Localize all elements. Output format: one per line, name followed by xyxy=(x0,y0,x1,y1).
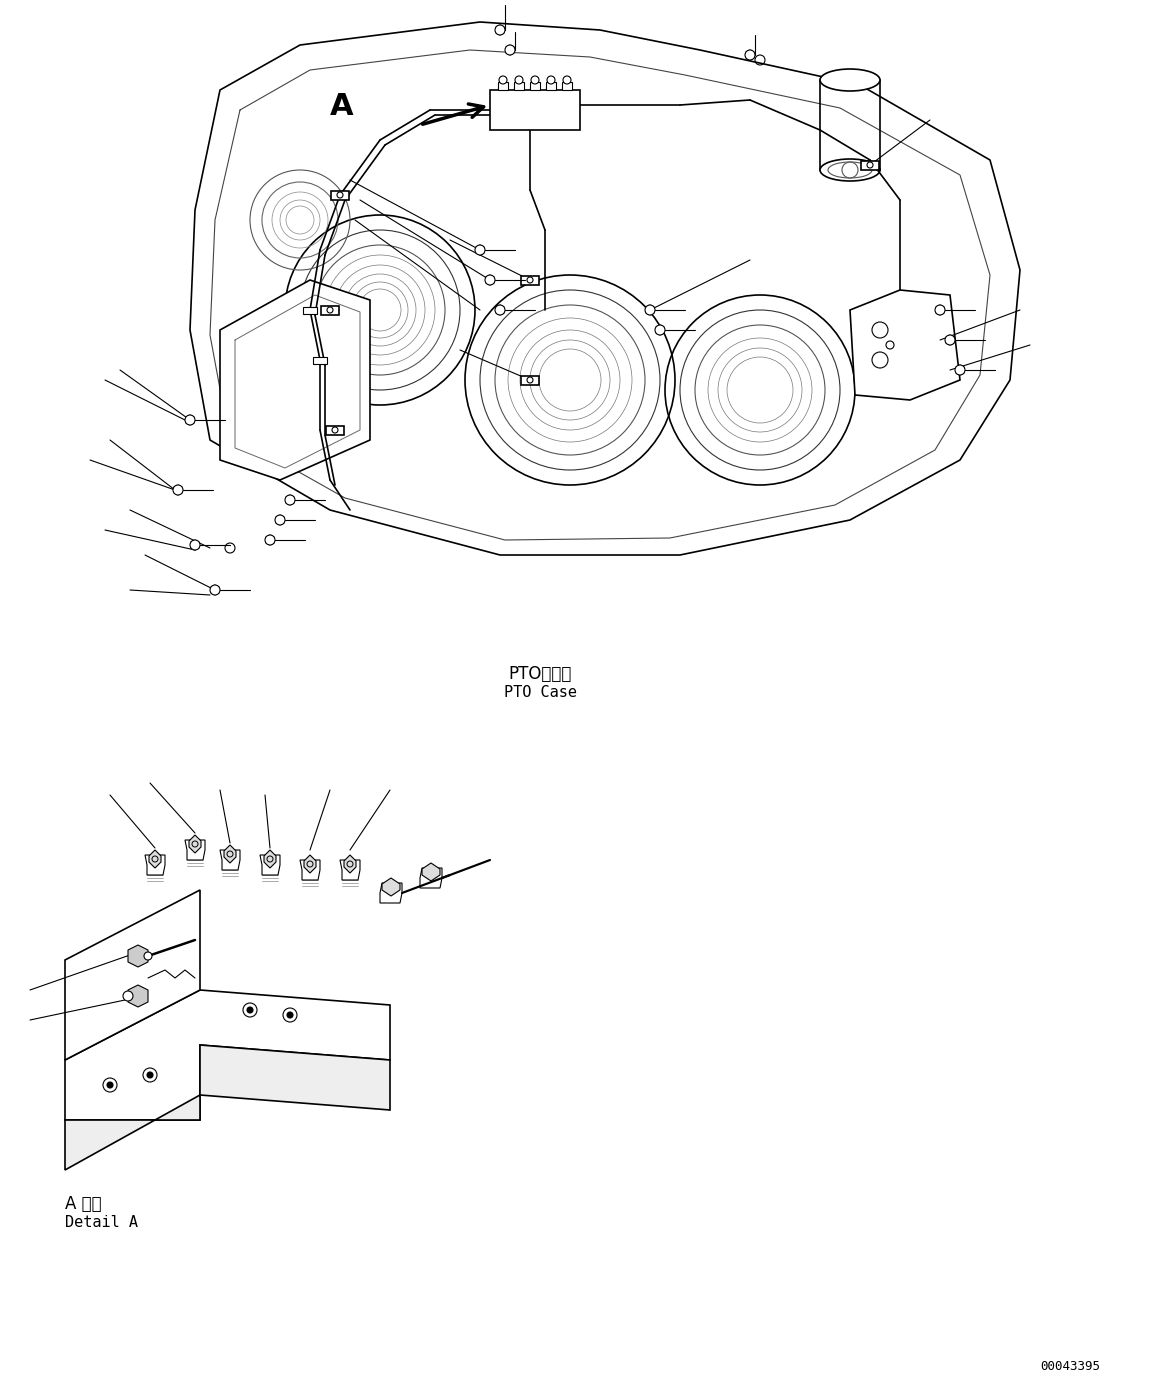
Circle shape xyxy=(247,1007,254,1013)
Circle shape xyxy=(547,76,555,84)
Circle shape xyxy=(475,245,485,256)
Circle shape xyxy=(485,275,495,285)
Polygon shape xyxy=(956,365,964,375)
Circle shape xyxy=(515,76,523,84)
Circle shape xyxy=(285,495,295,504)
Bar xyxy=(861,160,879,170)
Circle shape xyxy=(655,325,665,334)
Text: Detail A: Detail A xyxy=(65,1215,138,1230)
Polygon shape xyxy=(220,850,240,871)
Polygon shape xyxy=(65,1045,390,1171)
Polygon shape xyxy=(128,945,148,967)
Polygon shape xyxy=(145,855,165,875)
Circle shape xyxy=(144,952,152,960)
Bar xyxy=(530,82,540,90)
Circle shape xyxy=(946,334,955,346)
Circle shape xyxy=(645,305,655,315)
Polygon shape xyxy=(645,305,654,315)
Circle shape xyxy=(265,535,274,545)
Circle shape xyxy=(955,365,965,375)
Polygon shape xyxy=(149,850,160,868)
Polygon shape xyxy=(340,860,361,880)
Bar xyxy=(326,426,344,435)
Ellipse shape xyxy=(820,69,880,91)
Polygon shape xyxy=(286,495,294,504)
Polygon shape xyxy=(495,25,504,35)
Circle shape xyxy=(173,485,183,495)
Polygon shape xyxy=(65,890,200,1060)
Bar xyxy=(562,82,572,90)
Polygon shape xyxy=(264,850,276,868)
Circle shape xyxy=(123,991,133,1001)
Bar xyxy=(545,82,556,90)
Polygon shape xyxy=(65,990,390,1119)
Polygon shape xyxy=(420,868,442,889)
Bar xyxy=(514,82,525,90)
Bar xyxy=(321,305,338,315)
Circle shape xyxy=(190,540,200,550)
Polygon shape xyxy=(190,835,201,853)
Polygon shape xyxy=(261,855,280,875)
Polygon shape xyxy=(495,305,504,315)
Polygon shape xyxy=(186,415,194,426)
Bar xyxy=(521,376,538,386)
Circle shape xyxy=(745,50,755,59)
Text: A: A xyxy=(330,93,354,122)
Polygon shape xyxy=(191,540,199,550)
Text: A 詳細: A 詳細 xyxy=(65,1195,101,1213)
Polygon shape xyxy=(266,535,274,545)
Polygon shape xyxy=(220,281,370,480)
Polygon shape xyxy=(211,585,219,596)
Polygon shape xyxy=(850,290,959,399)
Polygon shape xyxy=(936,305,944,315)
Polygon shape xyxy=(380,883,402,902)
Circle shape xyxy=(147,1072,154,1078)
Bar xyxy=(521,276,538,285)
Polygon shape xyxy=(946,334,954,346)
Text: PTOケース: PTOケース xyxy=(508,665,572,683)
Polygon shape xyxy=(174,485,181,495)
Polygon shape xyxy=(300,860,320,880)
Circle shape xyxy=(531,76,538,84)
Circle shape xyxy=(211,585,220,596)
Ellipse shape xyxy=(820,159,880,181)
Bar xyxy=(313,357,327,363)
Circle shape xyxy=(505,46,515,55)
Polygon shape xyxy=(190,22,1020,556)
Polygon shape xyxy=(224,844,236,862)
Polygon shape xyxy=(185,840,205,860)
Polygon shape xyxy=(381,878,400,896)
Bar xyxy=(304,307,317,314)
Polygon shape xyxy=(486,275,494,285)
Polygon shape xyxy=(506,46,514,55)
Text: PTO Case: PTO Case xyxy=(504,685,577,701)
Circle shape xyxy=(935,305,946,315)
Polygon shape xyxy=(276,515,284,525)
Circle shape xyxy=(107,1082,113,1088)
Circle shape xyxy=(495,25,505,35)
Circle shape xyxy=(274,515,285,525)
Circle shape xyxy=(495,305,505,315)
Text: 00043395: 00043395 xyxy=(1040,1360,1100,1372)
Polygon shape xyxy=(128,985,148,1007)
Bar xyxy=(498,82,508,90)
Polygon shape xyxy=(422,862,440,880)
Circle shape xyxy=(499,76,507,84)
Bar xyxy=(331,191,349,200)
Circle shape xyxy=(185,415,195,426)
Polygon shape xyxy=(656,325,664,334)
Polygon shape xyxy=(304,855,316,873)
Bar xyxy=(490,90,580,130)
Polygon shape xyxy=(476,245,484,256)
Polygon shape xyxy=(344,855,356,873)
Polygon shape xyxy=(745,50,754,59)
Circle shape xyxy=(287,1012,293,1019)
Circle shape xyxy=(563,76,571,84)
